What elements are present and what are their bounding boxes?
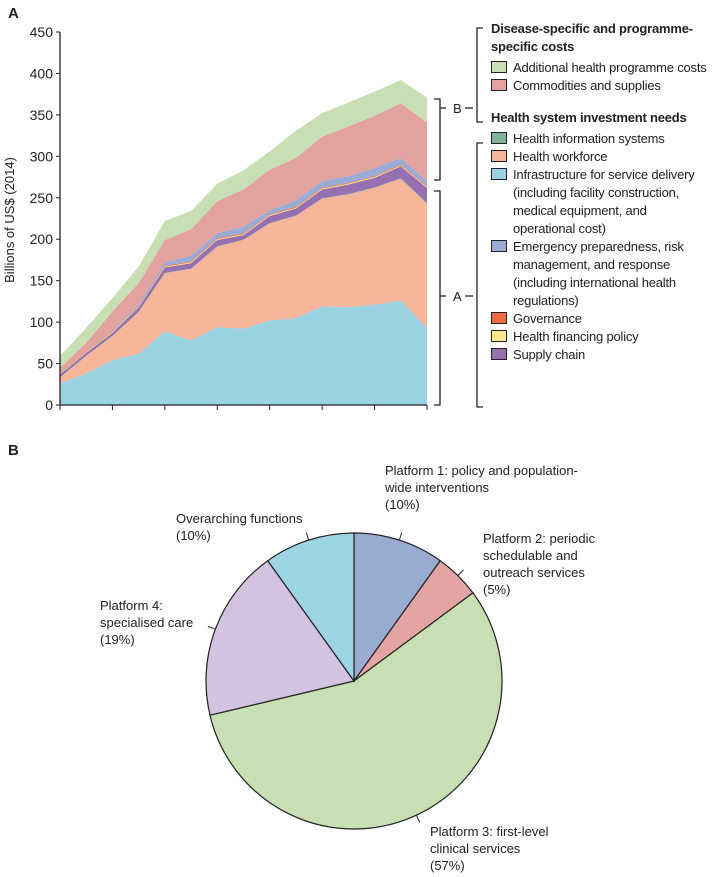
y-tick-label: 350	[30, 107, 54, 123]
legend-swatch	[491, 348, 507, 360]
legend-swatch	[491, 330, 507, 342]
legend-label: Emergency preparedness, risk management,…	[513, 239, 684, 308]
area-series-0	[60, 300, 427, 405]
pie-slice-4	[266, 532, 355, 683]
y-tick-label: 250	[30, 190, 54, 206]
legend-item: Governance	[491, 310, 712, 328]
legend: Disease-specific and programme-specific …	[491, 20, 712, 364]
area-series-7	[60, 103, 427, 372]
legend-item: Supply chain	[491, 346, 712, 364]
legend-item: Health financing policy	[491, 328, 712, 346]
y-tick-label: 0	[45, 397, 53, 413]
pie-label-platform-2: Platform 2: periodic schedulable and out…	[483, 531, 595, 597]
legend-label: Governance	[513, 311, 582, 326]
legend-group-a-title: Health system investment needs	[491, 110, 687, 125]
area-series-1	[60, 178, 427, 384]
legend-item: Emergency preparedness, risk management,…	[491, 238, 712, 310]
bracket-b-label: B	[453, 101, 462, 116]
y-tick-label: 450	[30, 24, 54, 40]
legend-bracket-b	[476, 27, 483, 123]
legend-label: Infrastructure for service delivery (inc…	[513, 167, 695, 236]
y-tick-label: 50	[37, 356, 53, 372]
legend-label: Additional health programme costs	[513, 60, 707, 75]
pie-leader-0	[398, 532, 403, 541]
legend-swatch	[491, 168, 507, 180]
pie-label-platform-3: Platform 3: first-level clinical service…	[430, 824, 549, 873]
pie-slice-2	[209, 592, 503, 830]
legend-item: Additional health programme costs	[491, 59, 712, 77]
pie-leader-4	[305, 532, 310, 541]
pie-label-platform-1: Platform 1: policy and population-wide i…	[385, 463, 578, 512]
pie-label-overarching: Overarching functions (10%)	[176, 511, 303, 543]
legend-swatch	[491, 240, 507, 252]
legend-item: Health information systems	[491, 130, 712, 148]
legend-label: Commodities and supplies	[513, 78, 661, 93]
pie-slice-3	[205, 559, 356, 716]
pie-leader-2	[415, 814, 421, 823]
bracket-a-label: A	[453, 289, 462, 304]
legend-label: Health financing policy	[513, 329, 639, 344]
legend-label: Health information systems	[513, 131, 665, 146]
pie-slice-0	[353, 532, 442, 683]
y-tick-label: 300	[30, 148, 54, 164]
legend-swatch	[491, 150, 507, 162]
legend-bracket-a	[476, 142, 483, 408]
legend-swatch	[491, 61, 507, 73]
legend-swatch	[491, 132, 507, 144]
panel-label-a: A	[8, 5, 19, 22]
y-axis-label: Billions of US$ (2014)	[2, 157, 17, 283]
legend-swatch	[491, 79, 507, 91]
y-tick-label: 400	[30, 65, 54, 81]
legend-label: Supply chain	[513, 347, 586, 362]
panel-label-b: B	[8, 442, 19, 459]
bracket-b	[434, 98, 446, 181]
pie-leader-1	[457, 569, 464, 576]
y-tick-label: 100	[30, 314, 54, 330]
legend-item: Infrastructure for service delivery (inc…	[491, 166, 712, 238]
legend-group-b-title: Disease-specific and programme-specific …	[491, 21, 693, 54]
bracket-a	[434, 190, 446, 406]
y-tick-label: 200	[30, 231, 54, 247]
pie-label-platform-4: Platform 4: specialised care (19%)	[100, 598, 194, 647]
legend-item: Commodities and supplies	[491, 77, 712, 95]
pie-leader-3	[207, 625, 216, 630]
legend-label: Health workforce	[513, 149, 608, 164]
legend-item: Health workforce	[491, 148, 712, 166]
legend-swatch	[491, 312, 507, 324]
y-tick-label: 150	[30, 273, 54, 289]
